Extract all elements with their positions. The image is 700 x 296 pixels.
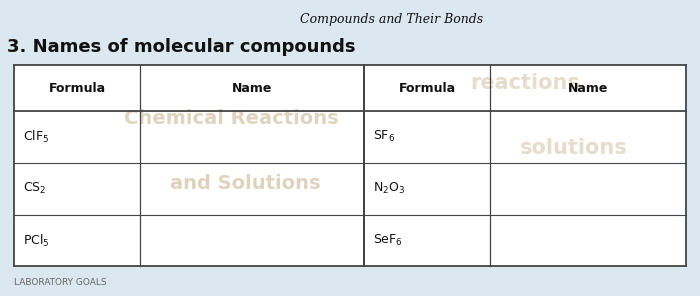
Text: Name: Name: [232, 82, 272, 94]
Text: Formula: Formula: [398, 82, 456, 94]
Text: Compounds and Their Bonds: Compounds and Their Bonds: [300, 13, 484, 26]
Text: reactions: reactions: [470, 73, 580, 93]
Text: SeF$_6$: SeF$_6$: [373, 233, 402, 248]
Text: and Solutions: and Solutions: [169, 174, 321, 193]
Text: solutions: solutions: [520, 138, 628, 158]
Text: PCl$_5$: PCl$_5$: [23, 232, 50, 249]
Text: N$_2$O$_3$: N$_2$O$_3$: [373, 181, 405, 196]
Text: CS$_2$: CS$_2$: [23, 181, 46, 196]
Text: LABORATORY GOALS: LABORATORY GOALS: [14, 278, 106, 287]
Text: 3. Names of molecular compounds: 3. Names of molecular compounds: [7, 38, 356, 57]
Text: Formula: Formula: [48, 82, 106, 94]
Text: ClF$_5$: ClF$_5$: [23, 129, 49, 145]
Text: Name: Name: [568, 82, 608, 94]
Text: SF$_6$: SF$_6$: [373, 129, 395, 144]
Bar: [364, 65, 686, 266]
Text: Chemical Reactions: Chemical Reactions: [124, 109, 338, 128]
Bar: [14, 65, 364, 266]
